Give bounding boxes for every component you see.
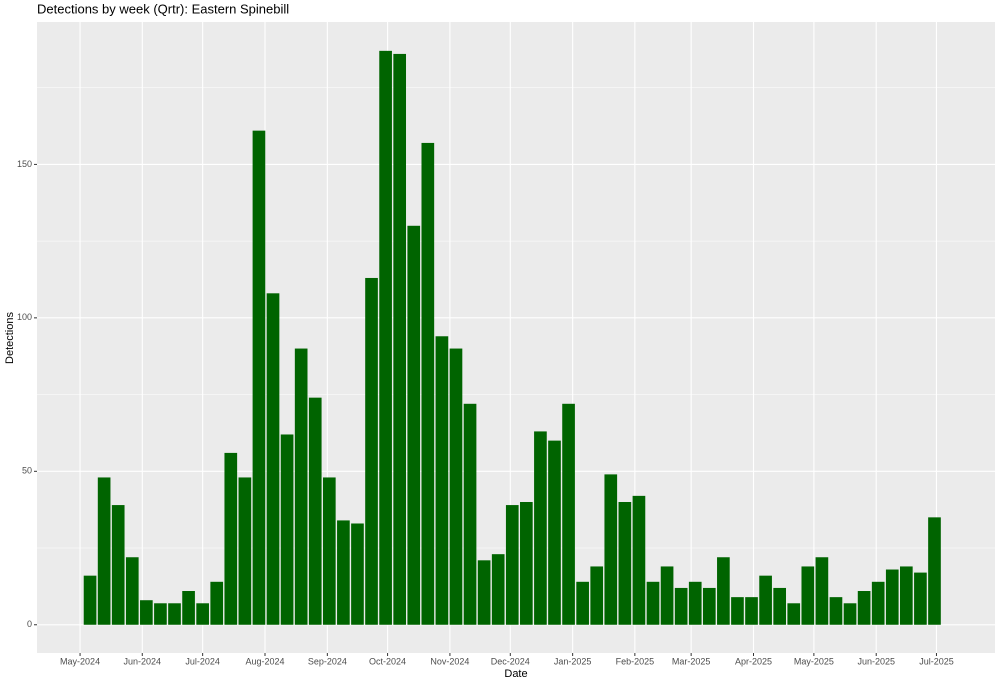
- bar: [83, 575, 97, 625]
- x-tick-label: Aug-2024: [245, 656, 284, 666]
- bar: [252, 130, 266, 625]
- bar: [604, 474, 618, 625]
- bar: [618, 502, 632, 625]
- bar: [843, 603, 857, 625]
- bar: [534, 431, 547, 625]
- bar: [322, 477, 336, 625]
- bar: [491, 554, 505, 625]
- bar: [787, 603, 801, 625]
- y-tick-label: 150: [17, 159, 32, 169]
- x-tick-label: Sep-2024: [308, 656, 347, 666]
- bar: [449, 348, 463, 625]
- x-tick-label: Jun-2025: [857, 656, 895, 666]
- bar: [914, 572, 927, 625]
- bar: [238, 477, 252, 625]
- x-tick-label: May-2025: [794, 656, 834, 666]
- bar: [365, 277, 378, 625]
- bar: [646, 581, 660, 625]
- x-tick-label: Jul-2024: [185, 656, 220, 666]
- bar: [154, 603, 167, 625]
- x-tick-label: Nov-2024: [430, 656, 469, 666]
- x-tick-label: May-2024: [60, 656, 100, 666]
- bar: [745, 597, 758, 625]
- bar: [674, 587, 688, 625]
- bar: [688, 581, 702, 625]
- bar: [590, 566, 604, 625]
- bar: [815, 557, 829, 625]
- bar: [111, 505, 125, 625]
- bar: [885, 569, 899, 625]
- bar: [520, 502, 533, 625]
- bar: [505, 505, 519, 625]
- y-tick-label: 100: [17, 312, 32, 322]
- bar: [576, 581, 589, 625]
- bars: [83, 50, 941, 625]
- bar: [407, 225, 421, 625]
- bar: [928, 517, 941, 625]
- bar: [337, 520, 350, 625]
- bar: [140, 600, 153, 625]
- bar: [632, 495, 646, 625]
- bar: [702, 587, 716, 625]
- x-tick-label: Dec-2024: [491, 656, 530, 666]
- x-tick-label: Feb-2025: [616, 656, 655, 666]
- bar: [801, 566, 815, 625]
- bar: [562, 403, 575, 625]
- bar: [435, 336, 449, 625]
- chart-title: Detections by week (Qrtr): Eastern Spine…: [37, 1, 289, 16]
- bar: [224, 452, 238, 625]
- bar: [308, 397, 322, 625]
- bar: [660, 566, 674, 625]
- bar: [477, 560, 491, 625]
- bar: [717, 557, 730, 625]
- bar: [294, 348, 308, 625]
- bar: [351, 523, 364, 625]
- x-tick-label: Oct-2024: [369, 656, 406, 666]
- bar: [463, 403, 477, 625]
- y-tick-label: 50: [22, 466, 32, 476]
- bar: [421, 142, 435, 625]
- bar: [759, 575, 772, 625]
- x-tick-label: Mar-2025: [672, 656, 711, 666]
- bar: [829, 597, 843, 625]
- bar: [280, 434, 294, 625]
- x-tick-label: Jun-2024: [124, 656, 162, 666]
- bar: [125, 557, 139, 625]
- bar: [210, 581, 224, 625]
- bar: [97, 477, 111, 625]
- bar: [548, 440, 561, 625]
- bar: [196, 603, 209, 625]
- bar: [731, 597, 744, 625]
- bar: [857, 591, 871, 625]
- bar: [266, 293, 280, 625]
- y-tick-label: 0: [27, 619, 32, 629]
- bar: [379, 50, 392, 625]
- x-tick-label: Apr-2025: [735, 656, 772, 666]
- bar: [182, 591, 195, 625]
- grid: [37, 22, 995, 653]
- bar: [168, 603, 181, 625]
- bar: [871, 581, 885, 625]
- y-axis-label: Detections: [4, 312, 16, 364]
- bar: [773, 587, 787, 625]
- x-tick-label: Jan-2025: [554, 656, 592, 666]
- x-axis-label: Date: [504, 668, 527, 680]
- x-tick-label: Jul-2025: [919, 656, 954, 666]
- bar: [900, 566, 913, 625]
- bar: [393, 53, 407, 625]
